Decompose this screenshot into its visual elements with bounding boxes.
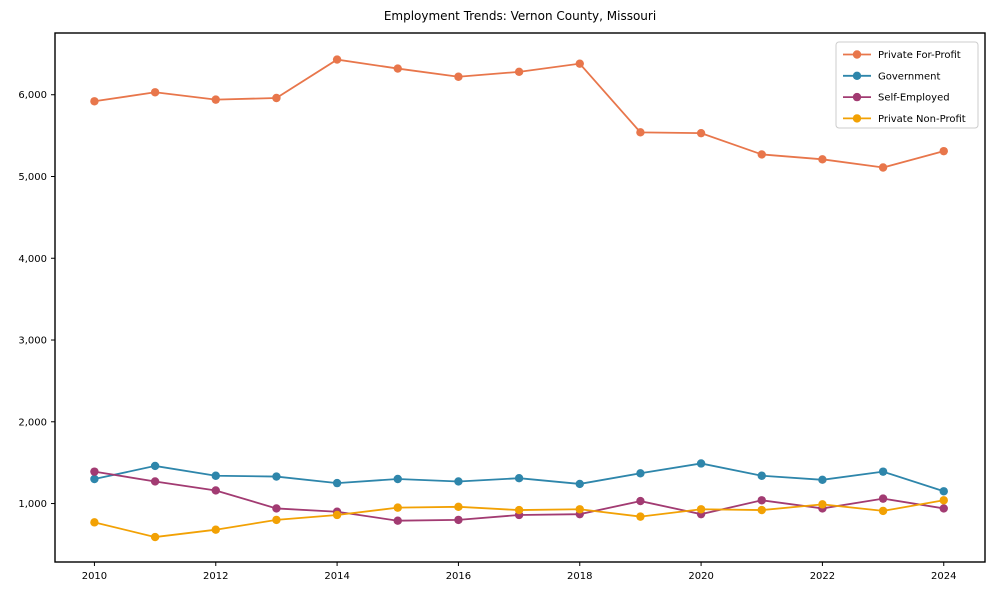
- data-point: [150, 461, 160, 471]
- data-point: [454, 502, 463, 512]
- x-tick-label: 2018: [567, 571, 592, 582]
- data-point: [332, 510, 342, 520]
- data-point: [757, 150, 766, 159]
- x-tick-label: 2010: [82, 571, 107, 582]
- data-point: [272, 93, 281, 103]
- data-point: [636, 496, 645, 506]
- data-point: [90, 474, 99, 484]
- data-point: [939, 496, 948, 505]
- y-tick-label: 3,000: [18, 336, 47, 347]
- data-point: [150, 532, 160, 542]
- data-point: [696, 128, 706, 138]
- legend-marker: [852, 71, 862, 81]
- data-point: [696, 505, 706, 514]
- data-point: [272, 515, 281, 525]
- plot-border: [54, 32, 986, 563]
- data-point: [211, 486, 220, 495]
- data-point: [332, 55, 342, 64]
- x-tick-label: 2012: [203, 571, 228, 582]
- data-point: [211, 95, 220, 104]
- data-point: [939, 487, 948, 496]
- data-point: [393, 516, 402, 525]
- legend-marker: [852, 50, 862, 59]
- chart-title: Employment Trends: Vernon County, Missou…: [383, 9, 657, 23]
- data-point: [514, 67, 524, 77]
- legend-label: Private For-Profit: [878, 50, 961, 61]
- data-point: [878, 163, 888, 172]
- legend-label: Government: [878, 71, 940, 82]
- data-point: [393, 503, 402, 512]
- x-tick-label: 2020: [688, 571, 713, 582]
- legend-label: Self-Employed: [878, 93, 950, 104]
- y-tick-label: 4,000: [18, 254, 47, 265]
- data-point: [393, 64, 402, 73]
- y-tick-label: 6,000: [18, 90, 47, 101]
- data-point: [454, 515, 463, 525]
- data-point: [878, 494, 888, 503]
- y-tick-label: 2,000: [18, 417, 47, 428]
- data-point: [454, 72, 463, 81]
- data-point: [757, 496, 766, 505]
- data-point: [757, 471, 766, 480]
- data-point: [575, 59, 584, 68]
- data-point: [757, 505, 766, 515]
- data-point: [454, 477, 463, 486]
- data-point: [90, 467, 99, 476]
- x-tick-label: 2014: [324, 571, 349, 582]
- data-point: [636, 469, 645, 478]
- data-point: [90, 97, 99, 106]
- data-point: [514, 505, 524, 515]
- data-point: [150, 88, 160, 97]
- y-tick-label: 1,000: [18, 499, 47, 510]
- data-point: [575, 479, 584, 489]
- data-point: [818, 500, 827, 509]
- legend-label: Private Non-Profit: [878, 114, 966, 125]
- data-point: [332, 478, 342, 488]
- x-tick-label: 2024: [931, 571, 956, 582]
- legend-marker: [852, 92, 862, 102]
- data-point: [696, 459, 706, 468]
- data-point: [211, 471, 220, 480]
- data-point: [211, 525, 220, 534]
- data-point: [939, 146, 948, 156]
- data-point: [514, 473, 524, 483]
- y-tick-label: 5,000: [18, 172, 47, 183]
- x-tick-label: 2022: [810, 571, 835, 582]
- data-point: [636, 128, 645, 137]
- data-point: [636, 512, 645, 521]
- data-point: [878, 467, 888, 476]
- data-point: [272, 504, 281, 513]
- data-point: [393, 474, 402, 484]
- data-point: [150, 477, 160, 486]
- x-tick-label: 2016: [446, 571, 471, 582]
- data-point: [818, 475, 827, 485]
- legend-marker: [852, 114, 862, 123]
- data-point: [90, 518, 99, 527]
- legend-box: [835, 41, 979, 129]
- data-point: [878, 506, 888, 516]
- data-point: [575, 505, 584, 514]
- data-point: [818, 155, 827, 164]
- data-point: [272, 472, 281, 481]
- data-point: [939, 504, 948, 513]
